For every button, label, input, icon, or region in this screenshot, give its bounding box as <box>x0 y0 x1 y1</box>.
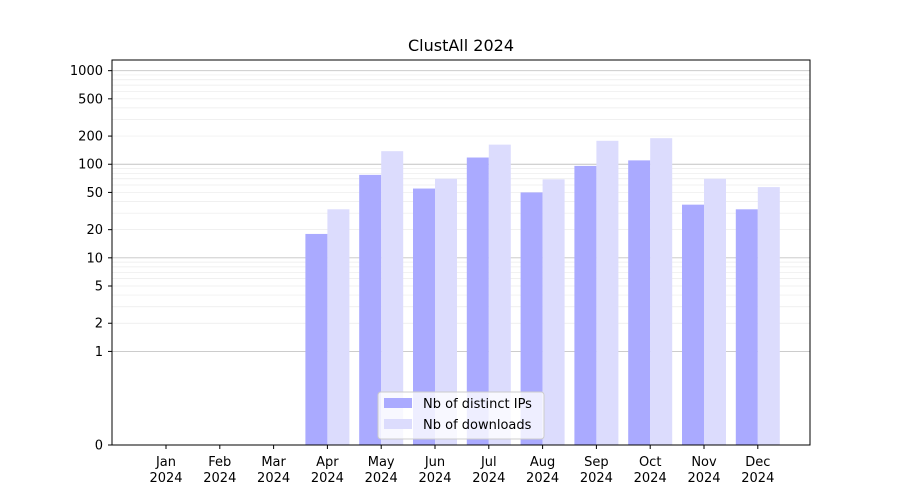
bar-downloads <box>488 144 511 445</box>
x-tick-label-month: Feb <box>208 455 231 470</box>
bar-distinct-ips <box>735 209 758 445</box>
x-tick-label-year: 2024 <box>687 471 720 486</box>
x-tick-label-year: 2024 <box>634 471 667 486</box>
y-tick-label: 50 <box>86 186 103 201</box>
x-tick-label-year: 2024 <box>418 471 451 486</box>
bar-downloads <box>435 178 457 446</box>
y-tick-label: 200 <box>78 130 103 145</box>
x-tick-label-year: 2024 <box>149 471 182 486</box>
bar-downloads <box>704 178 726 446</box>
legend-label: Nb of downloads <box>423 418 532 433</box>
y-tick-label: 5 <box>95 280 103 295</box>
y-tick-label: 20 <box>86 223 103 238</box>
x-tick-label-month: Apr <box>316 455 339 470</box>
x-tick-label-month: Sep <box>584 455 609 470</box>
bar-downloads <box>757 187 780 445</box>
y-tick-label: 0 <box>95 439 103 454</box>
x-tick-label-month: Aug <box>530 455 555 470</box>
y-tick-label: 10 <box>86 251 103 266</box>
y-tick-label: 1 <box>95 345 103 360</box>
x-tick-label-year: 2024 <box>741 471 774 486</box>
x-tick-label-year: 2024 <box>311 471 344 486</box>
y-tick-label: 100 <box>78 158 103 173</box>
bar-distinct-ips <box>520 192 543 445</box>
x-tick-label-year: 2024 <box>472 471 505 486</box>
bars <box>305 138 780 446</box>
plot-frame <box>111 59 811 446</box>
x-axis-ticks: Jan2024Feb2024Mar2024Apr2024May2024Jun20… <box>149 445 774 486</box>
bar-distinct-ips <box>359 174 382 445</box>
x-tick-label-month: Jun <box>424 455 445 470</box>
x-tick-label-year: 2024 <box>365 471 398 486</box>
legend-box <box>377 391 545 440</box>
bar-distinct-ips <box>305 233 328 445</box>
x-tick-label-month: Dec <box>745 455 770 470</box>
bar-distinct-ips <box>682 204 704 445</box>
y-tick-label: 2 <box>95 317 103 332</box>
bar-distinct-ips <box>466 157 489 445</box>
legend-swatch <box>384 419 412 429</box>
bar-downloads <box>327 209 350 445</box>
axes <box>111 59 811 446</box>
legend-label: Nb of distinct IPs <box>423 397 532 412</box>
x-tick-label-month: Nov <box>691 455 717 470</box>
x-tick-label-month: Mar <box>261 455 286 470</box>
legend-swatch <box>384 398 412 408</box>
y-tick-label: 500 <box>78 92 103 107</box>
bar-downloads <box>596 140 619 445</box>
y-tick-label: 1000 <box>70 64 103 79</box>
x-tick-label-year: 2024 <box>526 471 559 486</box>
x-tick-label-month: Jul <box>480 455 497 470</box>
x-tick-label-year: 2024 <box>203 471 236 486</box>
y-axis-ticks: 0 1 2 5 10 20 50 100 200 500 1000 <box>70 64 112 454</box>
x-tick-label-year: 2024 <box>580 471 613 486</box>
x-tick-label-month: Jan <box>155 455 176 470</box>
chart-title: ClustAll 2024 <box>408 36 514 55</box>
x-tick-label-year: 2024 <box>257 471 290 486</box>
bar-distinct-ips <box>413 188 435 445</box>
bar-distinct-ips <box>574 165 597 445</box>
bar-downloads <box>650 138 673 446</box>
bar-distinct-ips <box>628 160 651 445</box>
bar-downloads <box>542 179 565 445</box>
x-tick-label-month: Oct <box>639 455 661 470</box>
bar-downloads <box>381 151 404 446</box>
x-tick-label-month: May <box>368 455 395 470</box>
legend: Nb of distinct IPs Nb of downloads <box>377 391 545 440</box>
